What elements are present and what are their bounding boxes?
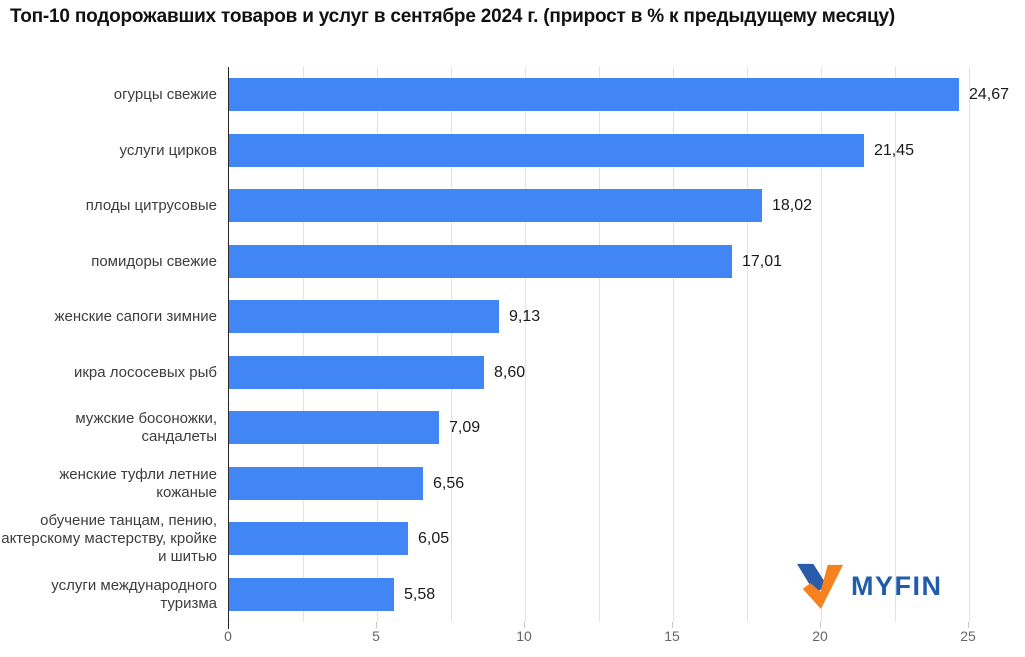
chart-title: Топ-10 подорожавших товаров и услуг в се… (10, 6, 896, 27)
gridline (969, 67, 970, 622)
bar (229, 245, 732, 278)
category-label: огурцы свежие (113, 85, 217, 103)
value-label: 6,05 (418, 530, 450, 547)
value-label: 24,67 (969, 86, 1010, 103)
gridline (451, 67, 452, 622)
bar (229, 578, 394, 611)
category-label: услуги цирков (119, 141, 217, 159)
gridline (525, 67, 526, 622)
category-label: обучение танцам, пению, актерскому масте… (1, 511, 217, 566)
category-label: женские туфли летние кожаные (59, 465, 217, 501)
x-tick-label: 0 (224, 628, 232, 644)
category-label: услуги международного туризма (51, 576, 217, 612)
x-tick-mark (524, 622, 525, 628)
x-tick-label: 10 (516, 628, 532, 644)
value-label: 18,02 (772, 197, 813, 214)
bar (229, 411, 439, 444)
x-tick-mark (672, 622, 673, 628)
x-tick-label: 20 (812, 628, 828, 644)
myfin-logo: MYFIN (796, 560, 943, 612)
myfin-logo-text: MYFIN (851, 570, 943, 601)
x-tick-label: 25 (960, 628, 976, 644)
gridline (303, 67, 304, 622)
category-label: икра лососевых рыб (73, 363, 217, 381)
bar (229, 78, 959, 111)
x-tick-label: 5 (372, 628, 380, 644)
value-label: 9,13 (509, 308, 541, 325)
bar (229, 300, 499, 333)
bar (229, 522, 408, 555)
value-label: 7,09 (449, 419, 481, 436)
bar (229, 467, 423, 500)
value-label: 17,01 (742, 253, 783, 270)
bar (229, 134, 864, 167)
zero-tick-mark (228, 622, 229, 629)
gridline (673, 67, 674, 622)
category-label: мужские босоножки, сандалеты (75, 409, 217, 445)
bar (229, 356, 484, 389)
value-label: 21,45 (874, 142, 915, 159)
value-label: 6,56 (433, 475, 465, 492)
x-tick-mark (376, 622, 377, 628)
x-tick-label: 15 (664, 628, 680, 644)
category-label: плоды цитрусовые (85, 196, 217, 214)
value-label: 8,60 (494, 364, 526, 381)
category-label: женские сапоги зимние (54, 307, 217, 325)
gridline (821, 67, 822, 622)
gridline (895, 67, 896, 622)
gridline (377, 67, 378, 622)
plot-area: 24,67 21,45 18,02 17,01 9,13 8,60 7,09 6,56 6,05… (228, 67, 1009, 622)
gridline (747, 67, 748, 622)
category-label: помидоры свежие (91, 252, 217, 270)
myfin-logo-icon (796, 563, 844, 610)
x-tick-mark (968, 622, 969, 628)
value-label: 5,58 (404, 586, 436, 603)
gridline (599, 67, 600, 622)
bar (229, 189, 762, 222)
x-tick-mark (820, 622, 821, 628)
